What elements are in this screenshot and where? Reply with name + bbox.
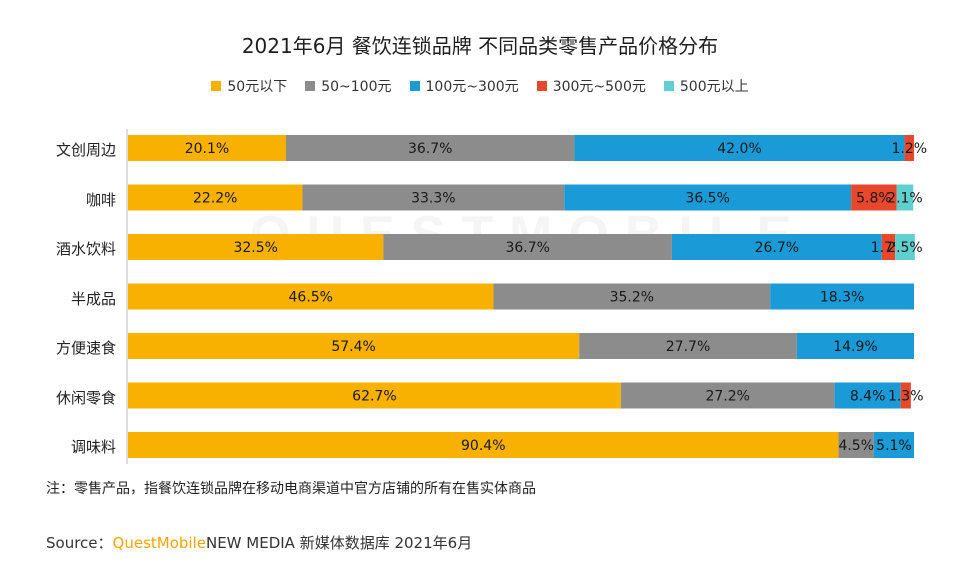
bar-segment <box>128 184 303 211</box>
bar-segment <box>896 184 914 211</box>
legend-item: 50~100元 <box>305 76 392 96</box>
data-label: 20.1% <box>185 141 229 157</box>
source-prefix: Source： <box>46 534 113 552</box>
bar-segment <box>671 234 882 260</box>
legend-item: 100元~300元 <box>409 76 519 96</box>
data-label: 36.7% <box>408 141 452 157</box>
legend-label: 300元~500元 <box>552 79 646 95</box>
data-label: 1.2% <box>891 141 927 157</box>
data-label: 14.9% <box>833 339 877 355</box>
legend-swatch <box>305 81 316 91</box>
category-label: 调味料 <box>70 438 116 456</box>
legend-label: 100元~300元 <box>425 79 519 95</box>
data-label: 42.0% <box>717 141 761 157</box>
bar-segment <box>620 382 835 409</box>
legend-label: 500元以上 <box>679 79 749 95</box>
bar-segment <box>873 432 914 458</box>
bar-segment <box>383 234 672 260</box>
category-label: 咖啡 <box>85 190 116 209</box>
data-label: 90.4% <box>461 438 505 454</box>
bar-segment <box>838 432 874 458</box>
data-label: 32.5% <box>233 240 277 256</box>
bar-segment <box>128 234 384 260</box>
bar-segment <box>285 135 575 161</box>
bar-segment <box>128 333 580 359</box>
legend-label: 50元以下 <box>227 79 288 95</box>
bar-segment <box>302 184 565 211</box>
data-label: 5.1% <box>876 438 912 454</box>
legend-item: 300元~500元 <box>536 76 646 96</box>
data-label: 22.2% <box>193 191 237 207</box>
source-brand: QuestMobile <box>112 534 206 552</box>
category-label: 休闲零食 <box>55 388 116 407</box>
data-label: 18.3% <box>820 290 864 306</box>
bar-segment <box>900 382 911 409</box>
bar-segment <box>128 432 839 458</box>
bar-segment <box>851 184 897 211</box>
bar-segment <box>564 184 852 211</box>
data-label: 2.5% <box>887 240 923 256</box>
source-line: Source：QuestMobileNEW MEDIA 新媒体数据库 2021年… <box>46 532 472 553</box>
data-label: 46.5% <box>289 290 333 306</box>
bar-segment <box>128 135 286 161</box>
data-label: 36.5% <box>685 191 729 207</box>
legend-swatch <box>409 81 420 91</box>
category-label: 半成品 <box>70 289 116 308</box>
legend: 50元以下 50~100元 100元~300元 300元~500元 500元以上 <box>0 76 960 96</box>
data-label: 27.2% <box>705 389 749 405</box>
data-label: 4.5% <box>838 438 874 454</box>
data-label: 36.7% <box>505 240 549 256</box>
source-rest: NEW MEDIA 新媒体数据库 2021年6月 <box>205 534 473 552</box>
category-label: 文创周边 <box>55 141 116 159</box>
data-label: 2.1% <box>887 191 923 207</box>
bar-segment <box>904 135 914 161</box>
legend-swatch <box>663 81 674 91</box>
legend-swatch <box>536 81 547 91</box>
data-label: 35.2% <box>610 290 654 306</box>
data-label: 57.4% <box>331 339 375 355</box>
bar-segment <box>128 283 494 310</box>
data-label: 62.7% <box>352 389 396 405</box>
legend-item: 50元以下 <box>211 76 287 96</box>
legend-label: 50~100元 <box>321 79 392 95</box>
data-label: 26.7% <box>755 240 799 256</box>
data-label: 33.3% <box>411 191 455 207</box>
data-label: 5.8% <box>856 191 892 207</box>
category-label: 酒水饮料 <box>55 240 116 258</box>
legend-swatch <box>211 81 222 91</box>
bar-segment <box>493 283 771 310</box>
chart-title: 2021年6月 餐饮连锁品牌 不同品类零售产品价格分布 <box>241 34 719 58</box>
bar-segment <box>895 234 915 260</box>
bar-segment <box>770 283 914 310</box>
legend-item: 500元以上 <box>663 76 749 96</box>
bar-segment <box>796 333 914 359</box>
bar-segment <box>128 382 621 409</box>
bar-segment <box>834 382 901 409</box>
bar-segment <box>579 333 797 359</box>
data-label: 8.4% <box>850 389 886 405</box>
bar-segment <box>881 234 896 260</box>
data-label: 27.7% <box>666 339 710 355</box>
bar-segment <box>574 135 905 161</box>
footnote: 注：零售产品，指餐饮连锁品牌在移动电商渠道中官方店铺的所有在售实体商品 <box>46 481 536 497</box>
category-label: 方便速食 <box>55 339 116 357</box>
data-label: 1.3% <box>888 389 924 405</box>
